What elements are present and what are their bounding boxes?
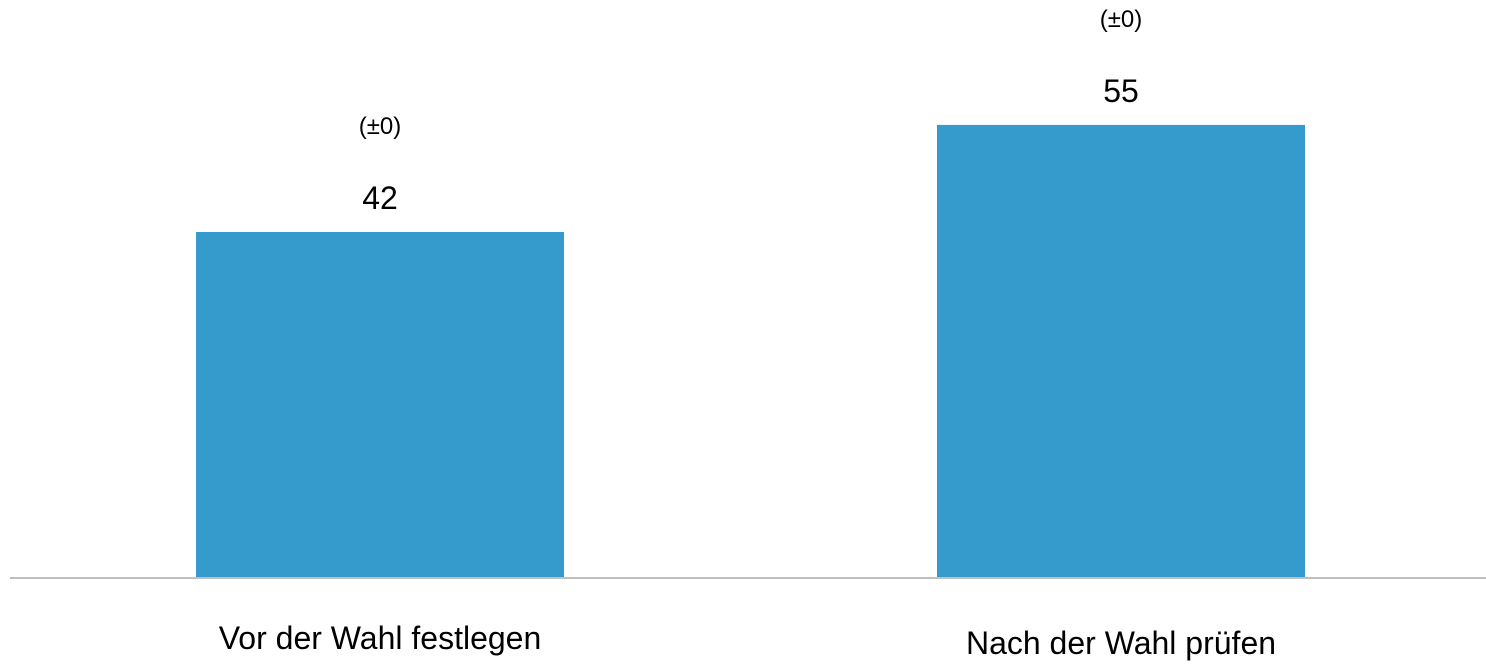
data-label-2: 55 [1103,73,1139,109]
change-label-1: (±0) [359,113,402,140]
data-label-1: 42 [362,180,398,216]
category-label-1: Vor der Wahl festlegen [219,620,542,656]
category-label-2: Nach der Wahl prüfen [966,625,1276,661]
bars-group [196,124,1305,579]
bar-1 [196,232,564,578]
bar-2 [937,124,1305,579]
change-label-2: (±0) [1100,6,1143,33]
labels-group: 42 (±0) Vor der Wahl festlegen 55 (±0) Nach d… [219,6,1276,661]
